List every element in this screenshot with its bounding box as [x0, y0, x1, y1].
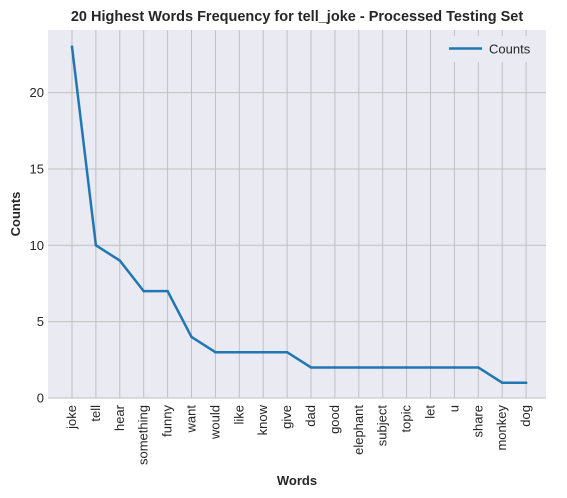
- y-tick-label: 20: [30, 85, 44, 100]
- series-line-counts: [70, 45, 528, 384]
- x-tick-label: let: [423, 405, 438, 419]
- data-point: [405, 366, 408, 369]
- data-point: [381, 366, 384, 369]
- x-tick-label: hear: [112, 404, 127, 431]
- data-point: [238, 350, 241, 354]
- x-tick-label: good: [327, 405, 342, 434]
- y-axis-ticks: 0 5 10 15 20: [30, 85, 44, 405]
- x-tick-label: want: [184, 405, 199, 434]
- x-tick-label: something: [136, 405, 151, 465]
- x-tick-label: joke: [64, 405, 79, 430]
- legend-label-counts: Counts: [489, 42, 531, 57]
- y-tick-label: 15: [30, 161, 44, 176]
- x-tick-label: monkey: [494, 405, 509, 451]
- x-tick-label: share: [470, 405, 485, 438]
- plot-area: [48, 30, 546, 398]
- y-tick-label: 0: [37, 391, 44, 406]
- series-layer: [70, 45, 528, 384]
- data-point: [190, 335, 193, 339]
- x-tick-label: like: [231, 405, 246, 425]
- data-point: [357, 366, 361, 369]
- x-tick-label: would: [207, 405, 222, 440]
- x-tick-label: give: [279, 405, 294, 429]
- data-point: [500, 381, 504, 384]
- x-tick-label: u: [446, 405, 461, 412]
- y-tick-label: 5: [37, 314, 44, 329]
- data-point: [309, 366, 313, 369]
- data-point: [142, 289, 145, 293]
- data-point: [453, 366, 456, 369]
- y-axis-label: Counts: [8, 192, 23, 237]
- data-point: [261, 350, 265, 354]
- data-point: [94, 244, 98, 247]
- data-point: [70, 45, 74, 49]
- x-tick-label: tell: [88, 405, 103, 422]
- data-point: [429, 366, 432, 369]
- x-tick-label: topic: [399, 405, 414, 433]
- x-tick-label: know: [255, 404, 270, 435]
- data-point: [524, 381, 528, 384]
- x-tick-label: elephant: [351, 405, 366, 455]
- data-point: [118, 259, 122, 262]
- y-tick-label: 10: [30, 238, 44, 253]
- data-point: [477, 366, 480, 369]
- x-tick-label: dog: [518, 405, 533, 427]
- x-axis-label: Words: [277, 473, 317, 488]
- legend: Counts: [440, 36, 540, 62]
- data-point: [214, 350, 217, 354]
- x-tick-label: subject: [375, 405, 390, 447]
- data-point: [166, 289, 169, 293]
- grid: [48, 30, 546, 399]
- x-tick-label: funny: [160, 405, 175, 437]
- x-axis-ticks: joke tell hear something funny want would like k…: [64, 404, 533, 465]
- x-tick-label: dad: [303, 405, 318, 427]
- data-point: [285, 350, 289, 354]
- data-point: [333, 366, 337, 369]
- chart-title: 20 Highest Words Frequency for tell_joke…: [71, 9, 523, 25]
